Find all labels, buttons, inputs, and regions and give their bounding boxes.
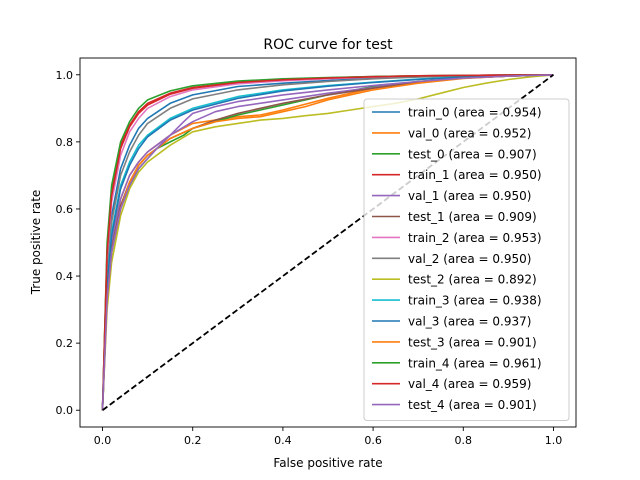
plot-frame bbox=[79, 57, 577, 428]
legend-entry: test_0 (area = 0.907) bbox=[408, 147, 537, 161]
legend-entry: val_3 (area = 0.937) bbox=[408, 315, 531, 329]
roc-curves bbox=[101, 74, 554, 411]
chart-title: ROC curve for test bbox=[263, 37, 393, 53]
roc-curve-series-8 bbox=[101, 74, 554, 411]
legend-entry: val_4 (area = 0.959) bbox=[408, 377, 531, 391]
legend-entry: test_1 (area = 0.909) bbox=[408, 210, 537, 224]
roc-curve-series-14 bbox=[101, 74, 554, 411]
y-tick-label: 0.4 bbox=[56, 270, 74, 283]
legend-entry: train_4 (area = 0.961) bbox=[408, 356, 542, 370]
roc-curve-series-10 bbox=[101, 74, 554, 411]
y-tick-label: 0.8 bbox=[56, 136, 74, 149]
roc-curve-series-13 bbox=[101, 74, 554, 411]
x-tick-label: 0.2 bbox=[184, 434, 202, 447]
legend-entry: train_3 (area = 0.938) bbox=[408, 294, 542, 308]
y-tick-label: 0.0 bbox=[56, 404, 74, 417]
y-tick-label: 0.2 bbox=[56, 337, 74, 350]
legend-entry: test_2 (area = 0.892) bbox=[408, 273, 537, 287]
legend-box bbox=[363, 98, 570, 421]
legend-entry: test_3 (area = 0.901) bbox=[408, 335, 537, 349]
legend-entry: val_0 (area = 0.952) bbox=[408, 126, 531, 140]
roc-curve-series-7 bbox=[101, 74, 554, 411]
x-tick-label: 0.4 bbox=[274, 434, 292, 447]
y-tick-label: 1.0 bbox=[56, 69, 74, 82]
legend: train_0 (area = 0.954) val_0 (area = 0.95… bbox=[363, 98, 570, 421]
x-tick-label: 1.0 bbox=[545, 434, 563, 447]
y-axis-label: True positive rate bbox=[29, 190, 43, 296]
x-tick-label: 0.6 bbox=[364, 434, 382, 447]
x-axis-label: False positive rate bbox=[273, 456, 382, 470]
axes: 0.0 0.2 0.4 0.6 0.8 1.0 0.0 0.2 0.4 0.6 0.8 1.0 bbox=[56, 57, 577, 447]
legend-entry: train_0 (area = 0.954) bbox=[408, 106, 542, 120]
x-tick-label: 0.8 bbox=[455, 434, 473, 447]
x-tick-label: 0.0 bbox=[94, 434, 112, 447]
legend-entry: val_1 (area = 0.950) bbox=[408, 189, 531, 203]
legend-entry: test_4 (area = 0.901) bbox=[408, 398, 537, 412]
legend-entry: train_1 (area = 0.950) bbox=[408, 168, 542, 182]
legend-entry: train_2 (area = 0.953) bbox=[408, 231, 542, 245]
legend-entry: val_2 (area = 0.950) bbox=[408, 252, 531, 266]
y-tick-label: 0.6 bbox=[56, 203, 74, 216]
